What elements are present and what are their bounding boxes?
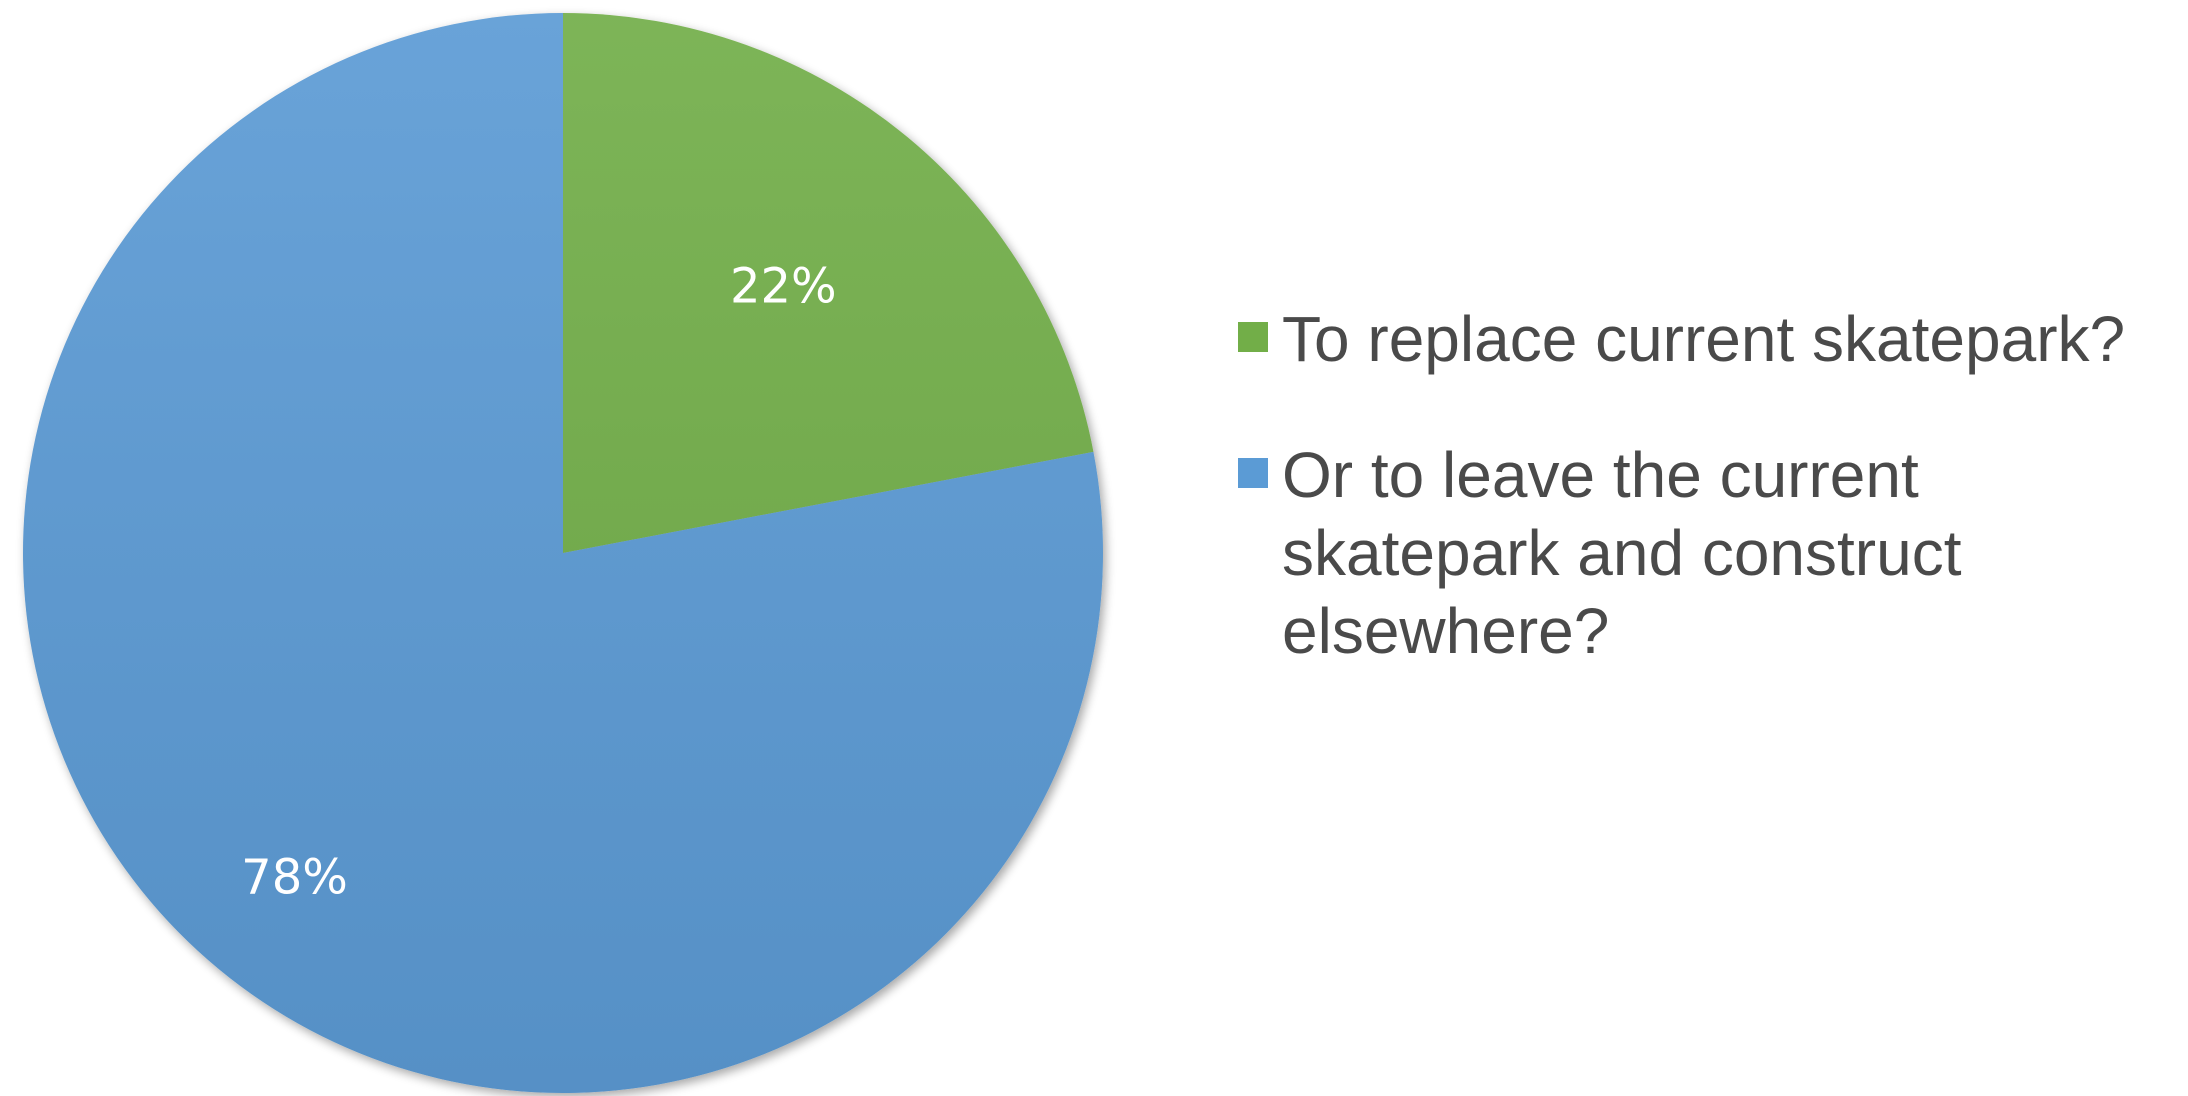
legend-label-leave: Or to leave the current skatepark and co… (1282, 439, 1962, 667)
slice-label-1: 78% (241, 850, 348, 906)
slice-label-0: 22% (730, 259, 837, 315)
pie-sheen (23, 13, 1103, 1093)
legend: To replace current skatepark? Or to leav… (1238, 300, 2178, 728)
legend-item-replace: To replace current skatepark? (1238, 300, 2178, 378)
legend-swatch-leave (1238, 458, 1268, 488)
legend-swatch-replace (1238, 322, 1268, 352)
legend-item-leave: Or to leave the current skatepark and co… (1238, 436, 2178, 670)
slice-labels: 22% 78% (241, 259, 836, 906)
legend-label-replace: To replace current skatepark? (1282, 303, 2126, 375)
